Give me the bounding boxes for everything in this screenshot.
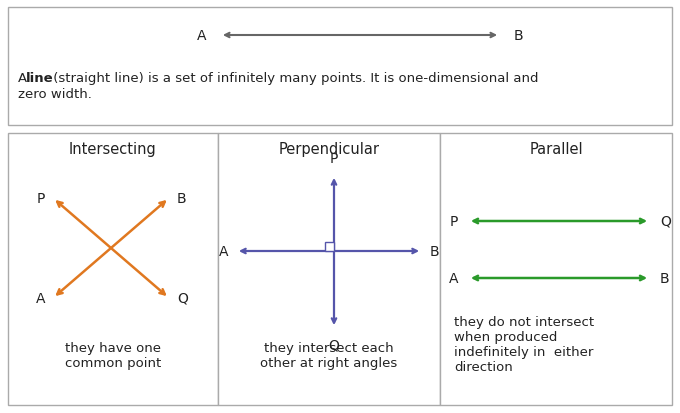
Text: P: P <box>330 152 338 166</box>
Bar <box>440 134 672 405</box>
Text: Perpendicular: Perpendicular <box>279 142 379 157</box>
Text: B: B <box>177 192 186 206</box>
Text: Parallel: Parallel <box>529 142 583 157</box>
Text: Q: Q <box>660 214 671 228</box>
Text: B: B <box>660 271 670 285</box>
Text: (straight line) is a set of infinitely many points. It is one-dimensional and: (straight line) is a set of infinitely m… <box>49 72 539 85</box>
Text: A: A <box>449 271 458 285</box>
Text: Intersecting: Intersecting <box>69 142 157 157</box>
Bar <box>325 242 334 252</box>
Text: they do not intersect
when produced
indefinitely in  either
direction: they do not intersect when produced inde… <box>454 315 594 373</box>
Text: A: A <box>35 291 45 305</box>
Text: P: P <box>449 214 458 228</box>
Text: they intersect each
other at right angles: they intersect each other at right angle… <box>260 341 398 369</box>
Text: A: A <box>197 29 206 43</box>
Text: A: A <box>18 72 31 85</box>
Bar <box>8 8 672 126</box>
Text: P: P <box>37 192 45 206</box>
Text: Q: Q <box>177 291 188 305</box>
Text: B: B <box>430 244 440 259</box>
Text: A: A <box>218 244 228 259</box>
Text: line: line <box>26 72 54 85</box>
Bar <box>218 134 440 405</box>
Text: Q: Q <box>328 338 339 352</box>
Text: zero width.: zero width. <box>18 88 92 101</box>
Text: B: B <box>514 29 524 43</box>
Text: they have one
common point: they have one common point <box>65 341 161 369</box>
Bar <box>8 134 218 405</box>
